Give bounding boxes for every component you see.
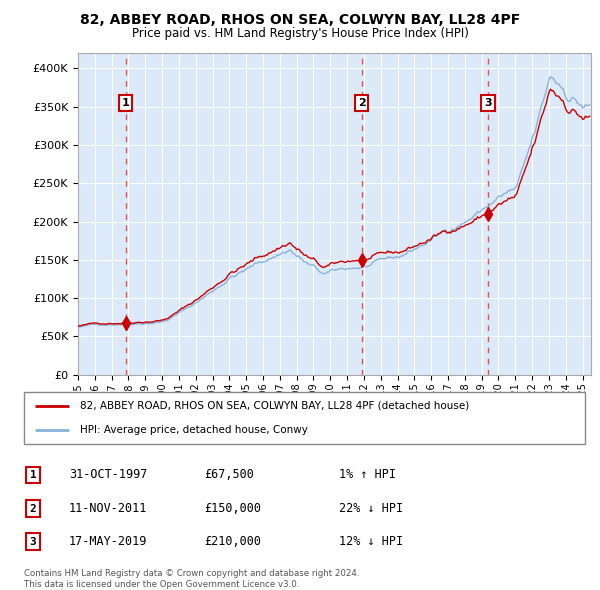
Text: 82, ABBEY ROAD, RHOS ON SEA, COLWYN BAY, LL28 4PF (detached house): 82, ABBEY ROAD, RHOS ON SEA, COLWYN BAY,… [80,401,469,411]
Text: Contains HM Land Registry data © Crown copyright and database right 2024.
This d: Contains HM Land Registry data © Crown c… [24,569,359,589]
Text: 17-MAY-2019: 17-MAY-2019 [69,535,148,548]
Text: HPI: Average price, detached house, Conwy: HPI: Average price, detached house, Conw… [80,425,308,435]
Text: 12% ↓ HPI: 12% ↓ HPI [339,535,403,548]
Text: 2: 2 [358,98,365,108]
Text: Price paid vs. HM Land Registry's House Price Index (HPI): Price paid vs. HM Land Registry's House … [131,27,469,40]
Text: £67,500: £67,500 [204,468,254,481]
Text: 11-NOV-2011: 11-NOV-2011 [69,502,148,515]
Text: 82, ABBEY ROAD, RHOS ON SEA, COLWYN BAY, LL28 4PF: 82, ABBEY ROAD, RHOS ON SEA, COLWYN BAY,… [80,13,520,27]
Text: 2: 2 [29,504,37,513]
Text: £150,000: £150,000 [204,502,261,515]
Text: 1: 1 [122,98,130,108]
Text: 31-OCT-1997: 31-OCT-1997 [69,468,148,481]
Text: £210,000: £210,000 [204,535,261,548]
Text: 3: 3 [484,98,492,108]
Text: 1% ↑ HPI: 1% ↑ HPI [339,468,396,481]
Text: 3: 3 [29,537,37,546]
Text: 22% ↓ HPI: 22% ↓ HPI [339,502,403,515]
Text: 1: 1 [29,470,37,480]
